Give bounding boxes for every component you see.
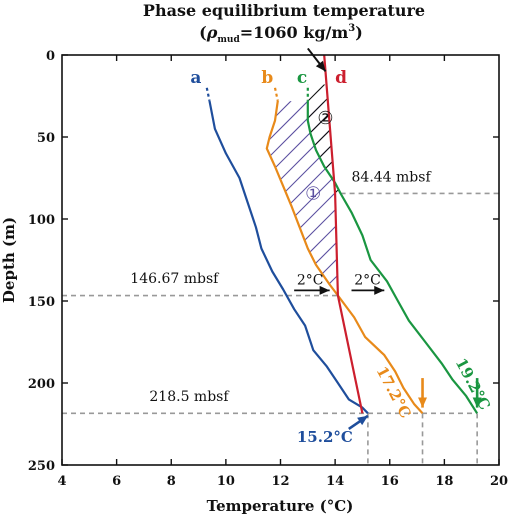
x-tick-label: 6 <box>112 474 121 489</box>
hatch-line <box>0 80 142 320</box>
subtitle-open: ( <box>199 23 207 42</box>
annotation-text: 15.2°C <box>297 428 353 446</box>
reference-line-label: 146.67 mbsf <box>130 271 220 287</box>
annotation-arrows <box>294 47 482 430</box>
hatch-line <box>309 84 341 193</box>
hatch-line <box>395 80 508 320</box>
hatch-lines <box>0 80 508 320</box>
annotation-text: 19.2°C <box>452 355 494 413</box>
series-dashed-head-a <box>205 87 211 102</box>
hatch-line <box>309 100 338 296</box>
hatch-line <box>267 100 330 296</box>
y-tick-label: 250 <box>28 459 55 474</box>
subtitle-sup: 3 <box>348 23 355 34</box>
arrow <box>351 285 385 295</box>
hatch-line <box>378 80 508 320</box>
y-tick-label: 150 <box>28 295 55 310</box>
subtitle-value: =1060 kg/m <box>240 23 349 42</box>
hatch-line <box>463 80 508 320</box>
chart-title: Phase equilibrium temperature <box>143 1 425 20</box>
subtitle-rho: ρ <box>206 23 218 42</box>
hatch-line <box>267 100 338 296</box>
hatch-line <box>292 100 338 296</box>
chart-subtitle: (ρmud=1060 kg/m3) <box>199 23 363 45</box>
hatched-region <box>0 80 508 320</box>
series-label-d: d <box>335 68 347 88</box>
hatch-line <box>267 100 338 296</box>
region-label: ② <box>317 108 333 129</box>
x-axis-title: Temperature (°C) <box>207 497 354 515</box>
annotation-text: 2°C <box>354 273 381 289</box>
hatch-line <box>480 80 508 320</box>
y-tick-label: 200 <box>28 377 55 392</box>
series-line-a <box>208 100 369 415</box>
series-line-d <box>323 55 364 414</box>
x-tick-label: 8 <box>167 474 176 489</box>
hatch-line <box>361 80 508 320</box>
x-tick-label: 4 <box>57 474 66 489</box>
arrow <box>307 47 327 73</box>
hatch-lines-region-2 <box>0 80 508 320</box>
reference-line-label: 218.5 mbsf <box>149 389 230 405</box>
y-tick-label: 50 <box>37 131 55 146</box>
hatch-line <box>429 80 508 320</box>
series-label-b: b <box>261 68 273 88</box>
hatch-line <box>412 80 508 320</box>
arrow <box>294 285 330 295</box>
hatch-line <box>412 80 508 320</box>
arrow <box>418 378 428 408</box>
series-line-b <box>265 100 424 415</box>
y-tick-label: 100 <box>28 213 55 228</box>
x-tick-label: 16 <box>381 474 399 489</box>
series-lines <box>205 55 479 415</box>
y-axis-title: Depth (m) <box>0 217 18 303</box>
hatch-line <box>463 80 508 320</box>
reference-line-label: 84.44 mbsf <box>352 169 433 185</box>
series-label-a: a <box>190 68 201 88</box>
hatch-line <box>0 80 142 320</box>
hatch-line <box>395 80 508 320</box>
series-label-c: c <box>297 68 307 88</box>
hatch-line <box>267 100 338 296</box>
hatch-line <box>307 84 341 193</box>
subtitle-close: ) <box>355 23 363 42</box>
arrow <box>348 414 369 430</box>
reference-lines <box>62 192 499 465</box>
arrow <box>472 378 482 408</box>
x-tick-label: 10 <box>217 474 235 489</box>
annotation-text: 2°C <box>297 273 324 289</box>
x-tick-label: 20 <box>490 474 508 489</box>
x-tick-label: 12 <box>271 474 289 489</box>
hatch-line <box>361 80 508 320</box>
x-tick-label: 18 <box>435 474 453 489</box>
plot-frame <box>61 54 500 466</box>
series-line-c <box>306 100 479 414</box>
subtitle-sub: mud <box>217 35 240 45</box>
series-dashed-head-b <box>273 87 279 102</box>
hatch-line <box>267 100 338 296</box>
region-label: ① <box>305 183 321 204</box>
hatch-line <box>378 80 508 320</box>
x-tick-label: 14 <box>326 474 344 489</box>
hatch-line <box>480 80 508 320</box>
hatch-line <box>429 80 508 320</box>
y-tick-label: 0 <box>46 49 55 64</box>
